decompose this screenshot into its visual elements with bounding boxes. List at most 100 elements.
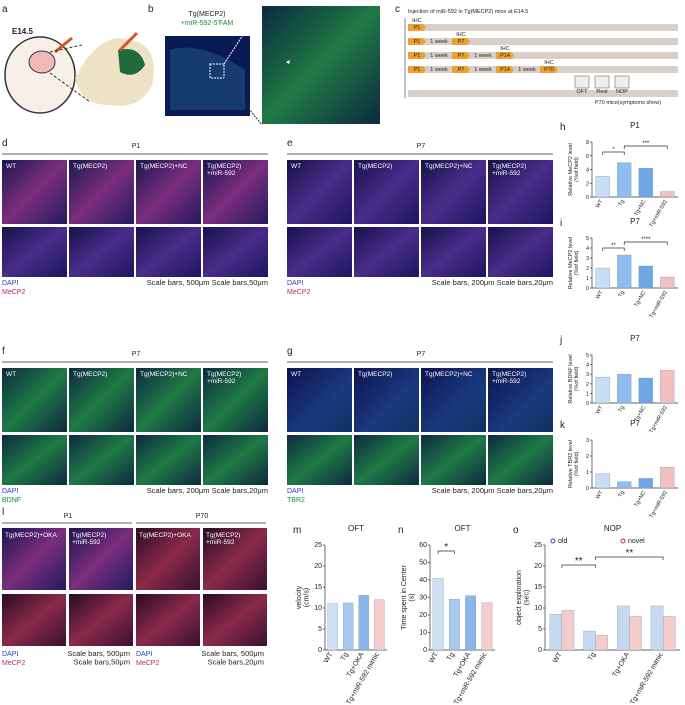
stage-arrow bbox=[452, 66, 470, 73]
y-tick-label: 1 bbox=[586, 276, 589, 282]
timeline-text: 1 week bbox=[430, 39, 448, 45]
test-label: NOP bbox=[616, 89, 628, 95]
test-box bbox=[594, 75, 610, 89]
y-tick-label: 4 bbox=[586, 363, 589, 369]
panel-letter: h bbox=[560, 122, 566, 133]
x-tick-label: Tg+NC bbox=[633, 490, 647, 508]
y-axis-label: object exploration(sec) bbox=[516, 570, 531, 625]
y-tick-label: 0 bbox=[586, 401, 589, 407]
y-tick-label: 20 bbox=[534, 563, 542, 570]
group-label: Tg(MECP2) +miR-592 bbox=[492, 371, 526, 385]
x-tick-label: Tg+NC bbox=[633, 290, 647, 308]
microscopy-image bbox=[69, 594, 133, 646]
test-box bbox=[574, 75, 590, 89]
y-tick-label: 0 bbox=[423, 647, 427, 654]
timeline-bar bbox=[408, 24, 678, 31]
needle bbox=[54, 36, 73, 54]
x-tick-label: Tg+NC bbox=[633, 199, 647, 217]
needle bbox=[118, 31, 139, 52]
microscopy-image bbox=[354, 368, 419, 432]
bar bbox=[374, 599, 385, 651]
x-tick-label: Tg bbox=[446, 651, 456, 662]
y-tick-label: 40 bbox=[419, 577, 427, 584]
bar bbox=[662, 616, 676, 651]
y-tick-label: 4 bbox=[586, 246, 589, 252]
group-label: Tg(MECP2) bbox=[358, 371, 392, 378]
microscopy-image bbox=[354, 227, 419, 277]
image-label: Tg(MECP2) bbox=[189, 11, 226, 18]
chart-title: P1 bbox=[630, 121, 640, 130]
bar bbox=[465, 595, 476, 651]
y-tick-label: 0 bbox=[318, 647, 322, 654]
y-tick-label: 15 bbox=[534, 584, 542, 591]
microscopy-image bbox=[136, 160, 201, 224]
stain-label: DAPI bbox=[2, 651, 18, 658]
group-label: Tg(MECP2)+OKA bbox=[5, 532, 57, 539]
panel-letter: j bbox=[559, 335, 562, 346]
timeline-text: P1 bbox=[414, 39, 421, 45]
stage-label: P70 bbox=[196, 513, 209, 520]
y-axis-label: Relative TBR2 level(%of field) bbox=[568, 440, 580, 488]
timeline-text: P7 bbox=[458, 39, 465, 45]
significance-bracket bbox=[602, 247, 625, 251]
bar bbox=[595, 176, 610, 198]
microscopy-image bbox=[488, 227, 553, 277]
bar bbox=[449, 599, 460, 651]
microscopy-image bbox=[421, 227, 486, 277]
y-tick-label: 15 bbox=[314, 584, 322, 591]
panel-letter: l bbox=[2, 507, 4, 518]
y-tick-label: 1 bbox=[586, 391, 589, 397]
y-axis-label: Relative BDNF level(%of field) bbox=[568, 354, 580, 403]
timeline-bar bbox=[408, 38, 678, 45]
timeline-text: 1 week bbox=[430, 67, 448, 73]
stain-label: MeCP2 bbox=[2, 289, 25, 296]
bar bbox=[617, 374, 632, 404]
bar bbox=[638, 167, 653, 198]
timeline-text: P7 bbox=[458, 53, 465, 59]
panel-letter: e bbox=[287, 138, 293, 149]
bar bbox=[561, 609, 575, 651]
stage-label: E14.5 bbox=[12, 27, 33, 36]
group-label: Tg(MECP2) bbox=[73, 371, 107, 378]
legend-label: old bbox=[558, 538, 567, 545]
group-label: Tg(MECP2) bbox=[358, 163, 392, 170]
bar bbox=[638, 265, 653, 289]
stain-label: BDNF bbox=[2, 497, 21, 504]
bar bbox=[617, 605, 630, 651]
timeline-text: P14 bbox=[500, 53, 510, 59]
timeline-text: 1 week bbox=[474, 53, 492, 59]
y-tick-label: 0 bbox=[586, 486, 589, 492]
stage-label: P1 bbox=[132, 143, 141, 150]
y-tick-label: 3 bbox=[586, 256, 589, 262]
stain-label: MeCP2 bbox=[287, 289, 310, 296]
timeline-text: P1 bbox=[414, 53, 421, 59]
microscopy-image bbox=[203, 227, 268, 277]
scale-caption: Scale bars, 200μm Scale bars,20μm bbox=[432, 278, 553, 287]
bar bbox=[358, 595, 369, 651]
bar bbox=[549, 614, 563, 651]
microscopy-image bbox=[69, 227, 134, 277]
group-label: Tg(MECP2)+NC bbox=[140, 371, 188, 378]
stain-label: DAPI bbox=[287, 280, 303, 287]
y-tick-label: 50 bbox=[419, 560, 427, 567]
chart-title: OFT bbox=[348, 524, 364, 533]
chart-title: P7 bbox=[630, 217, 640, 226]
microscopy-image bbox=[136, 368, 201, 432]
microscopy-image bbox=[354, 435, 419, 485]
microscopy-image bbox=[136, 528, 200, 590]
microscopy-image bbox=[2, 227, 67, 277]
x-tick-label: Tg bbox=[587, 651, 597, 662]
microscopy-image bbox=[287, 160, 352, 224]
y-tick-label: 5 bbox=[318, 626, 322, 633]
timeline-text: 1 week bbox=[430, 53, 448, 59]
bar bbox=[583, 630, 596, 651]
x-tick-label: WT bbox=[595, 198, 605, 209]
group-label: WT bbox=[6, 163, 16, 170]
chart-title: NOP bbox=[604, 524, 621, 533]
stage-arrow bbox=[408, 38, 426, 45]
y-tick-label: 3 bbox=[586, 438, 589, 444]
bar bbox=[617, 254, 632, 289]
bar bbox=[660, 276, 675, 289]
significance-bracket bbox=[623, 241, 668, 245]
